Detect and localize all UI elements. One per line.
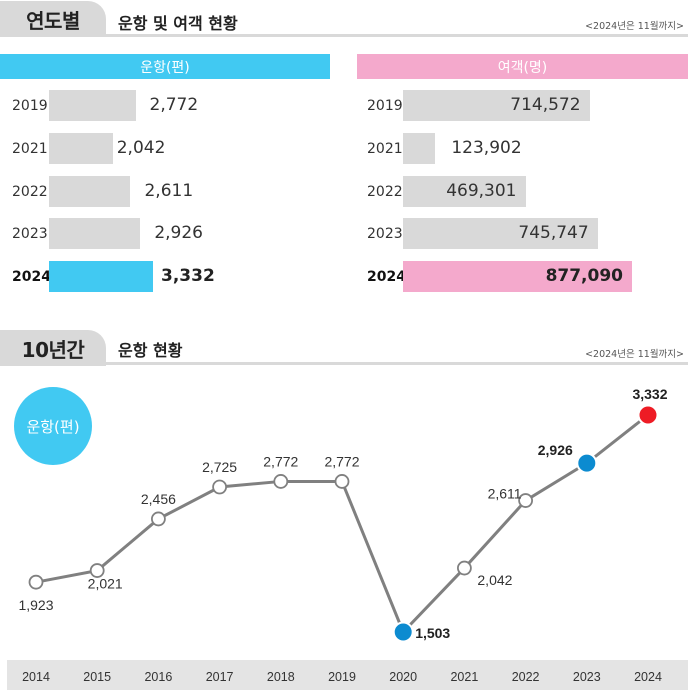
flights-line-chart: 2014 2015 2016 2017 2018 2019 2020 2021 2022 2023… — [18, 386, 667, 684]
data-label: 2,611 — [488, 486, 522, 502]
x-tick-label: 2016 — [144, 670, 172, 684]
period-note: <2024년은 11월까지> — [585, 349, 684, 360]
data-label: 2,772 — [263, 453, 298, 469]
bar-year-label: 2021 — [367, 141, 403, 157]
bar-year-label: 2023 — [12, 226, 48, 242]
period-note: <2024년은 11월까지> — [585, 21, 684, 32]
data-point — [576, 452, 598, 474]
bar-value-label: 2,042 — [116, 138, 166, 158]
data-label: 3,332 — [632, 386, 667, 402]
bar-year-label: 2021 — [12, 141, 48, 157]
x-tick-label: 2019 — [328, 670, 356, 684]
x-tick-label: 2023 — [573, 670, 601, 684]
bar-value-label: 469,301 — [446, 181, 517, 201]
x-tick-label: 2018 — [267, 670, 295, 684]
bar-value-label: 3,332 — [161, 266, 215, 286]
x-tick-label: 2020 — [389, 670, 417, 684]
data-label: 1,923 — [18, 597, 53, 613]
x-tick-label: 2015 — [83, 670, 111, 684]
x-axis-band — [7, 660, 688, 690]
section-divider — [0, 34, 688, 37]
bar — [49, 133, 113, 164]
bar-value-label: 2,772 — [149, 95, 199, 115]
data-point — [518, 493, 533, 508]
bar-value-label: 2,926 — [154, 223, 203, 243]
bar-year-label: 2023 — [367, 226, 403, 242]
flights-panel-header: 운항(편) — [0, 54, 330, 79]
data-label: 2,021 — [88, 576, 123, 592]
x-tick-label: 2014 — [22, 670, 50, 684]
bar-year-label: 2022 — [367, 184, 403, 200]
data-label: 2,042 — [477, 572, 512, 588]
bar — [49, 261, 153, 292]
x-tick-label: 2017 — [206, 670, 234, 684]
data-point — [334, 474, 350, 489]
bar-value-label: 123,902 — [451, 138, 522, 158]
bar — [403, 133, 436, 164]
data-point — [392, 621, 414, 643]
data-point — [89, 563, 105, 578]
section-title-yearly: 운항 및 여객 현황 — [118, 14, 238, 33]
data-label: 1,503 — [415, 625, 450, 641]
bar-value-label: 745,747 — [518, 223, 589, 243]
bar-year-label: 2019 — [367, 98, 403, 114]
bar-year-label: 2022 — [12, 184, 48, 200]
data-point — [212, 479, 228, 495]
data-label: 2,926 — [538, 442, 573, 458]
bar — [403, 261, 632, 292]
data-label: 2,772 — [324, 453, 359, 469]
bar-year-label: 2024 — [367, 269, 406, 285]
bar — [403, 90, 590, 121]
section-title-decade: 운항 현황 — [118, 341, 183, 360]
data-point — [637, 404, 659, 426]
data-point — [28, 574, 44, 590]
data-label: 2,725 — [202, 459, 237, 475]
passengers-panel-header: 여객(명) — [357, 54, 688, 79]
x-tick-label: 2021 — [450, 670, 478, 684]
bar — [403, 218, 598, 249]
section-tab-yearly: 연도별 — [0, 1, 106, 37]
bar — [403, 176, 526, 207]
x-tick-label: 2024 — [634, 670, 662, 684]
data-point — [273, 474, 289, 489]
x-tick-label: 2022 — [512, 670, 540, 684]
bar — [49, 176, 131, 207]
data-label: 2,456 — [141, 491, 176, 507]
series-badge: 운항(편) — [14, 387, 92, 465]
bar-value-label: 714,572 — [510, 95, 581, 115]
bar-year-label: 2024 — [12, 269, 51, 285]
data-point — [150, 511, 166, 527]
bar-year-label: 2019 — [12, 98, 48, 114]
data-point — [456, 560, 472, 576]
bar — [49, 218, 141, 249]
bar-value-label: 877,090 — [545, 266, 623, 286]
section-divider — [0, 362, 688, 365]
section-tab-decade: 10년간 — [0, 330, 106, 366]
bar — [49, 90, 136, 121]
bar-value-label: 2,611 — [144, 181, 194, 201]
